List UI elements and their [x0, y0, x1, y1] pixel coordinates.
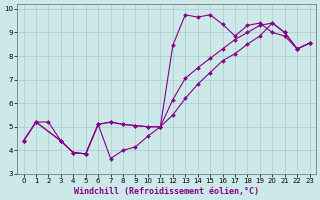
X-axis label: Windchill (Refroidissement éolien,°C): Windchill (Refroidissement éolien,°C) [74, 187, 259, 196]
